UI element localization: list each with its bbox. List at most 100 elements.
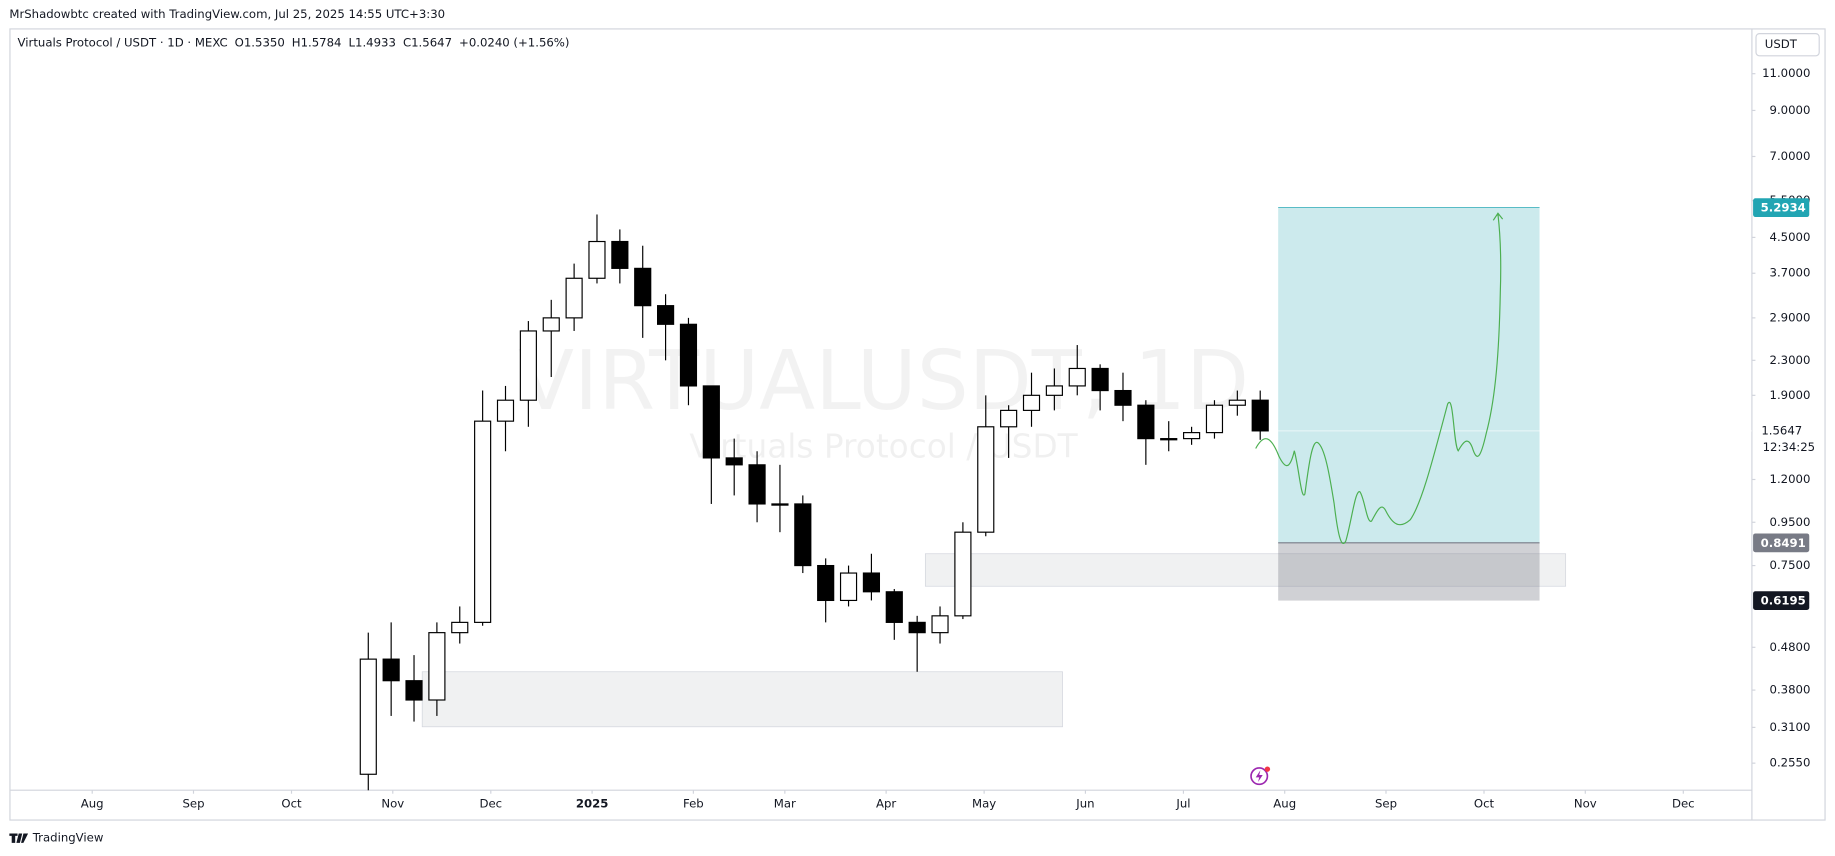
candle-body	[1045, 385, 1063, 396]
candle-body	[794, 503, 812, 567]
projection-drawing	[1255, 212, 1504, 544]
watermark-text: VIRTUALUSDT, 1D	[518, 334, 1249, 429]
stop-zone	[1278, 542, 1540, 601]
legend-open: O1.5350	[235, 35, 285, 49]
candle-body	[428, 632, 446, 701]
logo-text: TradingView	[32, 831, 104, 845]
candles	[359, 214, 1269, 791]
x-tick-label: May	[972, 797, 996, 811]
candle-body	[405, 680, 423, 701]
candle-body	[451, 621, 469, 634]
y-tick-label: 2.9000	[1770, 310, 1811, 324]
y-tick-label: 9.0000	[1770, 103, 1811, 117]
zone	[924, 553, 1567, 587]
candle-body	[542, 317, 560, 332]
chart-legend: Virtuals Protocol / USDT · 1D · MEXC O1.5…	[18, 35, 570, 49]
candle-body	[1022, 394, 1041, 411]
candle-body	[657, 305, 675, 325]
candle-body	[817, 564, 835, 602]
tradingview-logo: TradingView	[9, 831, 104, 845]
legend-change: +0.0240 (+1.56%)	[459, 35, 569, 49]
candle-body	[1228, 399, 1246, 406]
y-tick-label: 3.7000	[1770, 266, 1811, 280]
currency-button-label[interactable]: USDT	[1765, 37, 1798, 51]
candle-body	[954, 531, 972, 617]
candle-body	[977, 426, 995, 533]
candle-body	[1251, 399, 1269, 432]
y-tick-label: 0.3100	[1770, 720, 1811, 734]
candle-body	[679, 323, 698, 387]
candle-body	[771, 503, 789, 506]
y-tick-label: 1.9000	[1770, 388, 1811, 402]
candle-body	[496, 399, 515, 422]
candle-body	[862, 572, 881, 593]
zones	[421, 553, 1567, 728]
currency-button-box[interactable]	[1755, 33, 1820, 57]
stop-badge-label: 0.6195	[1761, 594, 1806, 608]
legend-low: L1.4933	[349, 35, 396, 49]
watermark: VIRTUALUSDT, 1D Virtuals Protocol / USDT	[518, 334, 1249, 466]
alert-icon[interactable]	[1250, 766, 1271, 786]
zone	[421, 671, 1063, 728]
candle-body	[519, 330, 537, 401]
candle-body	[1114, 389, 1132, 406]
candle-body	[839, 572, 858, 602]
currency-button[interactable]: USDT	[1755, 33, 1820, 57]
candle-body	[611, 240, 629, 269]
y-tick-label: 0.2550	[1770, 756, 1811, 770]
chart-frame	[9, 28, 1826, 821]
price-axis: 11.00009.00007.00005.50004.50003.70002.9…	[81, 66, 1815, 811]
y-tick-label: 11.0000	[1762, 66, 1810, 80]
candle-body	[1205, 404, 1224, 434]
countdown-label: 12:34:25	[1763, 440, 1816, 454]
target-badge	[1753, 198, 1810, 218]
x-tick-label: Oct	[281, 797, 302, 811]
y-tick-label: 0.3800	[1770, 683, 1811, 697]
y-tick-label: 0.7500	[1770, 558, 1811, 572]
x-tick-label: Feb	[683, 797, 704, 811]
y-tick-label: 2.3000	[1770, 353, 1811, 367]
candle-body	[1091, 367, 1109, 392]
alert-icon-bolt[interactable]	[1255, 770, 1263, 783]
x-tick-label: Aug	[81, 797, 104, 811]
candle-body	[1000, 409, 1018, 428]
candle-body	[382, 658, 400, 682]
y-tick-label: 0.4800	[1770, 640, 1811, 654]
candle-body	[359, 658, 377, 775]
x-tick-label: 2025	[576, 797, 609, 811]
candle-body	[1160, 438, 1178, 441]
x-tick-label: Apr	[876, 797, 896, 811]
candle-body	[702, 385, 720, 459]
candle-body	[588, 240, 606, 279]
entry-badge	[1753, 533, 1810, 553]
last-price-label: 1.5647	[1761, 423, 1802, 437]
candle-body	[474, 420, 492, 623]
x-tick-label: Nov	[381, 797, 404, 811]
x-tick-label: Dec	[1672, 797, 1695, 811]
x-tick-label: Aug	[1273, 797, 1296, 811]
chart-title: Virtuals Protocol / USDT · 1D · MEXC	[18, 35, 228, 49]
author-line: MrShadowbtc created with TradingView.com…	[9, 7, 445, 21]
y-tick-label: 1.2000	[1770, 472, 1811, 486]
candle-body	[1183, 432, 1201, 440]
x-tick-label: Oct	[1474, 797, 1495, 811]
x-tick-label: Sep	[1375, 797, 1397, 811]
watermark-subtext: Virtuals Protocol / USDT	[689, 427, 1078, 465]
candle-body	[565, 277, 583, 319]
legend-close: C1.5647	[403, 35, 452, 49]
y-tick-label: 0.9500	[1770, 515, 1811, 529]
candle-body	[885, 591, 903, 623]
alert-icon-dot[interactable]	[1264, 766, 1271, 772]
logo-mark	[9, 833, 29, 843]
x-tick-label: Jul	[1175, 797, 1190, 811]
x-tick-label: Dec	[479, 797, 502, 811]
alert-icon-ring[interactable]	[1250, 767, 1269, 786]
target-badge-label: 5.2934	[1761, 201, 1806, 215]
x-tick-label: Nov	[1574, 797, 1597, 811]
candle-body	[1068, 367, 1086, 387]
candle-body	[634, 267, 652, 307]
candle-body	[931, 615, 949, 634]
